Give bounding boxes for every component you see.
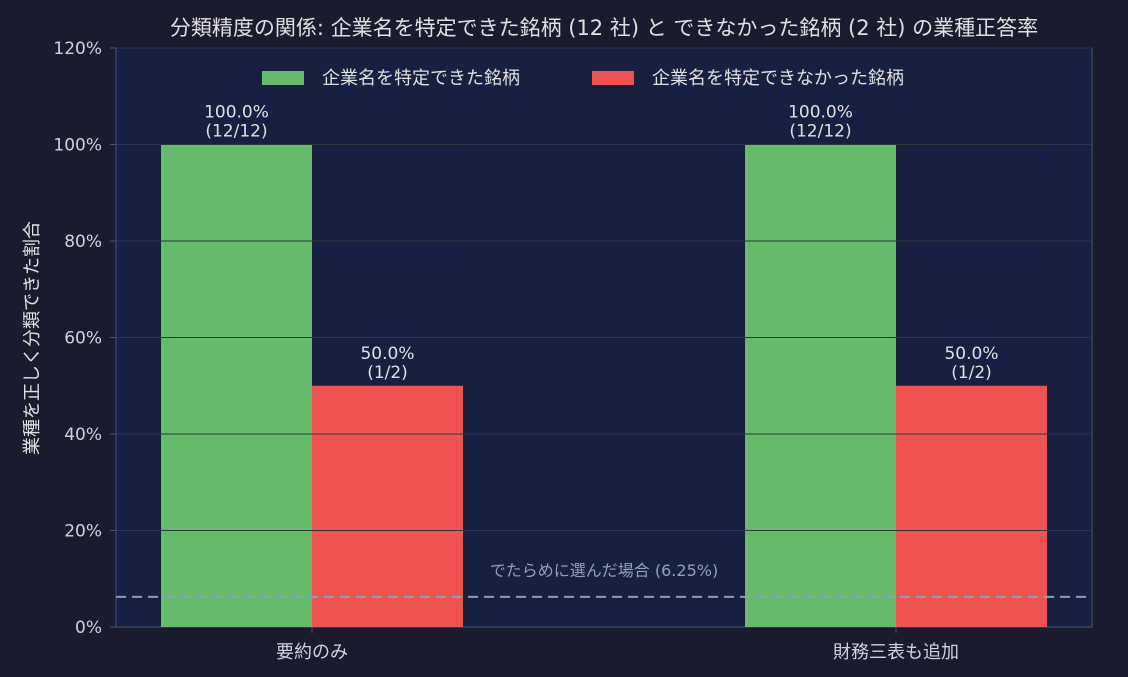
legend-swatch [592,71,634,85]
y-axis-label: 業種を正しく分類できた割合 [22,221,43,455]
x-axis-ticks: 要約のみ 財務三表も追加 [276,627,959,663]
y-tick-label: 120% [53,39,102,59]
y-tick-label: 60% [64,329,102,349]
bar [745,144,896,627]
legend-label: 企業名を特定できた銘柄 [322,68,520,89]
bar [312,385,463,627]
legend-swatch [262,71,304,85]
x-tick-label: 要約のみ [276,642,348,663]
bar-value-label: 100.0% [204,103,269,123]
legend: 企業名を特定できた銘柄 企業名を特定できなかった銘柄 [262,68,904,89]
bar [161,144,312,627]
y-tick-label: 20% [64,522,102,542]
bar-labels-group: 100.0%(12/12)50.0%(1/2)100.0%(12/12)50.0… [204,103,998,383]
bar-count-label: (1/2) [951,363,992,383]
bar-count-label: (1/2) [367,363,408,383]
y-tick-label: 0% [75,618,102,638]
y-tick-label: 40% [64,425,102,445]
bar-value-label: 50.0% [944,344,998,364]
y-tick-label: 80% [64,232,102,252]
bars-group [161,144,1047,627]
legend-label: 企業名を特定できなかった銘柄 [652,68,904,89]
chart-title: 分類精度の関係: 企業名を特定できた銘柄 (12 社) と できなかった銘柄 (… [170,16,1038,40]
bar-count-label: (12/12) [205,122,267,142]
bar-count-label: (12/12) [789,122,851,142]
y-axis-ticks: 0% 20% 40% 60% 80% 100% 120% [53,39,116,638]
random-baseline-label: でたらめに選んだ場合 (6.25%) [490,561,718,580]
x-tick-label: 財務三表も追加 [833,642,959,663]
bar-value-label: 50.0% [360,344,414,364]
bar-value-label: 100.0% [788,103,853,123]
y-tick-label: 100% [53,136,102,156]
bar [896,385,1047,627]
